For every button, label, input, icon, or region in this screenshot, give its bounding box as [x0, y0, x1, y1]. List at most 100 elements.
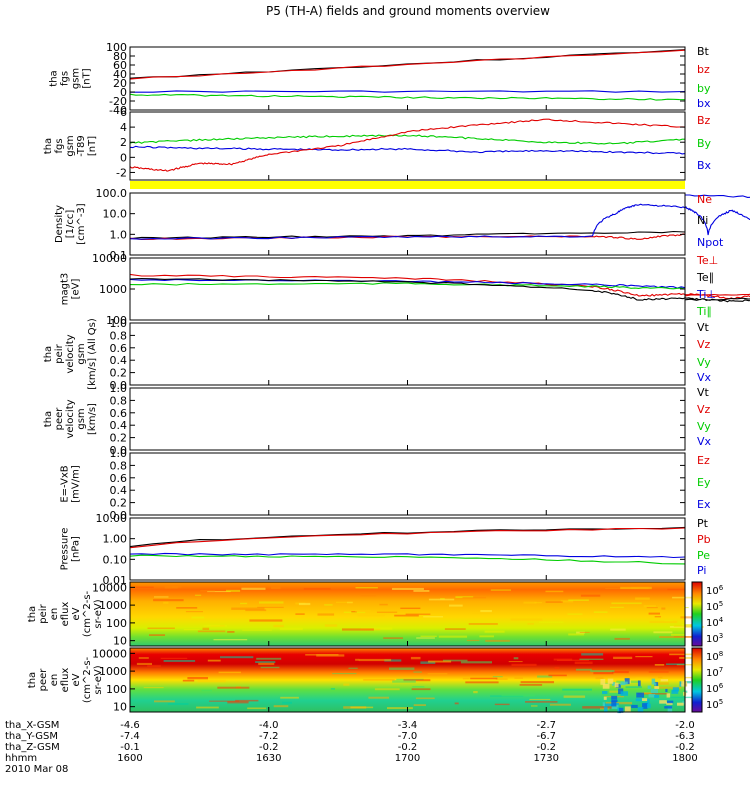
y-tick-label: 6 — [120, 106, 127, 119]
series-bx — [129, 145, 686, 155]
y-tick-label: 0.2 — [110, 367, 128, 380]
y-axis-label: tha — [27, 606, 38, 622]
x-tick-label: 1700 — [395, 753, 420, 764]
y-tick-label: 0.4 — [110, 419, 128, 432]
x-tick-label: -4.6 — [120, 720, 140, 731]
legend-by: by — [697, 82, 711, 95]
y-axis-label: velocity — [65, 334, 76, 373]
y-tick-label: 0.2 — [110, 497, 128, 510]
x-tick-label: -0.2 — [259, 742, 279, 753]
colorbar — [691, 581, 703, 647]
colorbar-label: 108 — [706, 650, 723, 663]
y-tick-label: 0.4 — [110, 484, 128, 497]
y-tick-label: 1000 — [99, 283, 127, 296]
y-tick-label: 100 — [106, 617, 127, 630]
series-by — [129, 134, 685, 145]
y-tick-label: 100.0 — [96, 187, 128, 200]
y-axis-label: gsm — [76, 343, 87, 364]
x-tick-label: -7.2 — [259, 731, 279, 742]
y-axis-label: [1/cc] — [65, 210, 76, 239]
y-tick-label: 0.4 — [110, 354, 128, 367]
y-tick-label: 1.0 — [110, 228, 128, 241]
x-tick-label: -3.4 — [398, 720, 418, 731]
y-axis-label: en — [49, 608, 60, 621]
y-axis-label: -T89 — [76, 135, 87, 157]
y-axis-label: eflux — [60, 668, 71, 693]
y-axis-label: peer — [54, 407, 65, 431]
panel-frame — [129, 322, 686, 386]
y-tick-label: 1.0 — [110, 317, 128, 330]
series-ti- — [129, 282, 686, 290]
y-tick-label: 0.8 — [110, 459, 128, 472]
legend-bz: bz — [697, 63, 710, 76]
y-tick-label: 80 — [113, 50, 127, 63]
y-tick-label: 20 — [113, 77, 127, 90]
y-tick-label: 0.1 — [110, 249, 128, 262]
y-tick-label: 0.0 — [110, 379, 128, 392]
x-tick-label: -4.0 — [259, 720, 279, 731]
panel-frame — [129, 517, 686, 581]
y-axis-label: [km/s] — [87, 403, 98, 435]
legend-bt: Bt — [697, 45, 710, 58]
y-axis-label: en — [49, 674, 60, 687]
y-axis-label: velocity — [65, 399, 76, 438]
y-tick-label: 0.01 — [103, 574, 128, 587]
y-axis-label: fgs — [60, 71, 71, 86]
y-axis-label: sr-eV) — [93, 599, 104, 628]
x-tick-label: -7.4 — [120, 731, 140, 742]
y-tick-label: 10.0 — [103, 208, 128, 221]
y-tick-label: 0.0 — [110, 444, 128, 457]
panel-frame — [129, 452, 686, 516]
y-tick-label: 10 — [113, 701, 127, 714]
legend-bx: bx — [697, 97, 711, 110]
y-axis-label: tha — [49, 70, 60, 86]
y-axis-label: [nPa] — [71, 536, 82, 562]
panel-frame — [129, 387, 686, 451]
y-tick-label: 0.6 — [110, 407, 128, 420]
legend-by: By — [697, 137, 712, 150]
panel-frame — [129, 111, 686, 181]
y-axis-label: [cm^-3] — [76, 203, 87, 244]
y-axis-label: Pressure — [60, 528, 71, 571]
y-tick-label: 10 — [113, 635, 127, 648]
series-pt — [129, 526, 686, 548]
series-bx — [130, 90, 686, 93]
legend-ey: Ey — [697, 476, 711, 489]
y-axis-label: gsm — [76, 408, 87, 429]
y-axis-label: peer — [38, 668, 49, 692]
x-row-label: hhmm — [5, 753, 37, 764]
panel-3: 100.0 10.0 1.0 0.1 Density [1/cc] [cm^-3] Ne Ni N… — [54, 187, 750, 262]
legend-ex: Ex — [697, 498, 711, 511]
y-axis-label: [nT] — [82, 68, 93, 88]
y-axis-label: [nT] — [87, 136, 98, 156]
y-tick-label: 100 — [106, 314, 127, 327]
legend-ez: Ez — [697, 454, 710, 467]
y-tick-label: -40 — [109, 104, 127, 117]
x-row-label: tha_Z-GSM — [5, 742, 60, 753]
y-tick-label: 0.8 — [110, 394, 128, 407]
colorbar-label: 106 — [706, 584, 724, 597]
x-tick-label: -2.0 — [675, 720, 695, 731]
series-pb — [129, 527, 686, 549]
legend-bx: Bx — [697, 159, 712, 172]
legend-npot: Npot — [697, 236, 724, 249]
colorbar-label: 103 — [706, 632, 723, 645]
legend-vx: Vx — [697, 435, 712, 448]
y-axis-label: sr-eV) — [93, 665, 104, 694]
colorbar-label: 105 — [706, 600, 723, 613]
y-axis-label: eV — [71, 607, 82, 620]
colorbar-label: 106 — [706, 682, 724, 695]
date-label: 2010 Mar 08 — [5, 764, 68, 775]
panel-2: 6 4 2 0 -2 tha fgs gsm -T89 [nT] Bz By Bx — [43, 106, 712, 181]
y-tick-label: 0.10 — [103, 553, 128, 566]
y-tick-label: 0.2 — [110, 432, 128, 445]
x-tick-label: -0.2 — [398, 742, 418, 753]
panel-4: 10000 1000 100 magt3 [eV] Te⊥ Te∥ Ti⊥ Ti∥ — [60, 252, 750, 327]
x-tick-label: 1800 — [672, 753, 697, 764]
y-axis-label: gsm — [65, 135, 76, 156]
y-tick-label: 60 — [113, 59, 127, 72]
y-tick-label: -2 — [116, 166, 127, 179]
